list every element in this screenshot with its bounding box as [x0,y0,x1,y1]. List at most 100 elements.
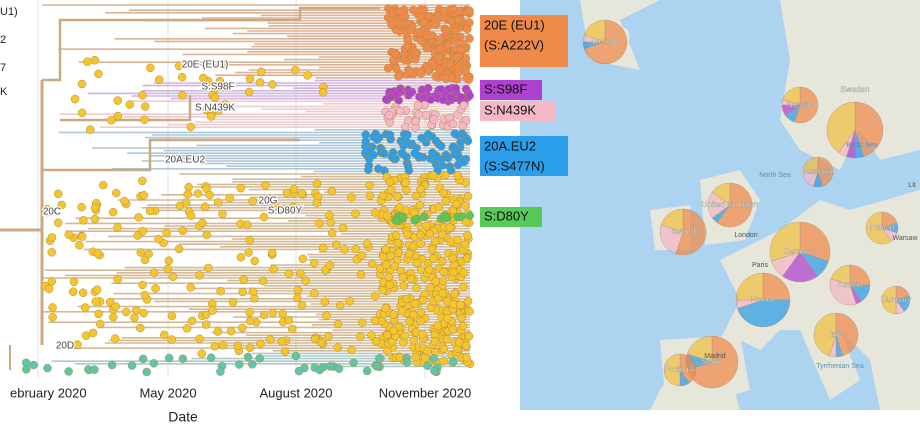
sequence-dot [315,365,324,375]
sequence-dot [370,316,380,325]
sequence-dot [245,308,254,317]
pie [781,86,819,124]
sequence-dot [91,297,101,306]
sequence-dot [429,354,438,363]
sequence-dot [108,207,118,217]
clade-sublabel: (S:S477N) [484,158,545,173]
sequence-dot [186,283,195,292]
sequence-dot [405,89,414,98]
sequence-dot [378,191,388,201]
sequence-dot [90,365,99,374]
sequence-dot [416,230,425,240]
sequence-dot [77,202,86,212]
sequence-dot [160,330,169,340]
axis-title: Date [168,409,198,425]
pie-slice [782,86,801,106]
sequence-dot [210,341,220,351]
country-label: Hungary [881,295,911,304]
sequence-dot [245,316,255,326]
sequence-dot [310,334,320,344]
sequence-dot [349,358,358,368]
sequence-dot [439,188,448,198]
sequence-dot [325,362,335,371]
sequence-dot [453,235,462,245]
sequence-dot [462,353,471,362]
sequence-dot [464,332,474,341]
sequence-dot [414,110,423,119]
sequence-dot [164,353,174,363]
sequence-dot [309,258,319,268]
sequence-dot [333,343,343,352]
sequence-dot [233,341,243,351]
sequence-dot [277,337,287,346]
sequence-dot [80,303,90,312]
pie-slice [769,221,801,262]
sequence-dot [386,251,395,261]
sequence-dot [460,239,470,249]
sequence-dot [53,218,63,228]
sequence-dot [151,284,160,293]
sequence-dot [140,290,150,300]
sequence-dot [322,311,331,320]
sequence-dot [296,269,305,278]
sequence-dot [312,198,322,208]
sequence-dot [425,229,435,239]
pie-slice [659,224,684,255]
sequence-dot [430,366,439,376]
sequence-dot [421,110,431,120]
sequence-dot [328,228,337,238]
pie-slice [854,101,884,157]
sequence-dot [371,337,381,346]
sequence-dot [405,317,414,326]
sequence-dot [79,216,88,225]
sequence-dot [236,253,246,262]
sequence-dot [268,80,277,89]
sequence-dot [444,40,453,50]
sequence-dot [269,265,278,274]
sequence-dot [187,316,197,326]
sequence-dot [424,265,434,275]
sequence-dot [389,310,398,319]
sequence-dot [193,189,203,198]
branch-label: S.D80Y [268,206,303,217]
sequence-dot [454,153,464,162]
sequence-dot [448,119,458,129]
sequence-dot [47,277,56,286]
sequence-dot [77,79,87,89]
sequence-dot [411,352,421,362]
sequence-dot [186,122,196,132]
sequence-dot [463,136,473,146]
pie [865,211,899,245]
sequence-dot [239,275,248,284]
sequence-dot [439,344,449,354]
sequence-dot [259,212,269,222]
sequence-dot [402,152,411,162]
place-label: Baltic Sea [846,142,878,149]
sequence-dot [431,152,440,162]
sequence-dot [182,324,192,333]
pie [813,312,859,358]
sequence-dot [393,192,402,201]
sequence-dot [356,332,365,341]
sequence-dot [334,364,344,373]
sequence-dot [206,112,216,121]
sequence-dot [415,200,425,210]
sequence-dot [412,258,421,268]
pie [802,156,834,188]
country-label: Austria [838,280,863,289]
sequence-dot [369,150,378,160]
sequence-dot [427,245,437,254]
sequence-dot [298,254,307,264]
sequence-dot [393,238,403,248]
sequence-dot [200,202,210,211]
sequence-dot [462,254,472,263]
place-label: North Sea [759,172,791,179]
sequence-dot [255,354,264,363]
sequence-dot [242,220,252,229]
pie-slice [802,156,819,173]
pie-slice [762,272,791,301]
sequence-dot [139,191,149,200]
country-label: Denmark [802,167,835,176]
sequence-dot [465,91,474,100]
pie-slice [881,285,897,315]
